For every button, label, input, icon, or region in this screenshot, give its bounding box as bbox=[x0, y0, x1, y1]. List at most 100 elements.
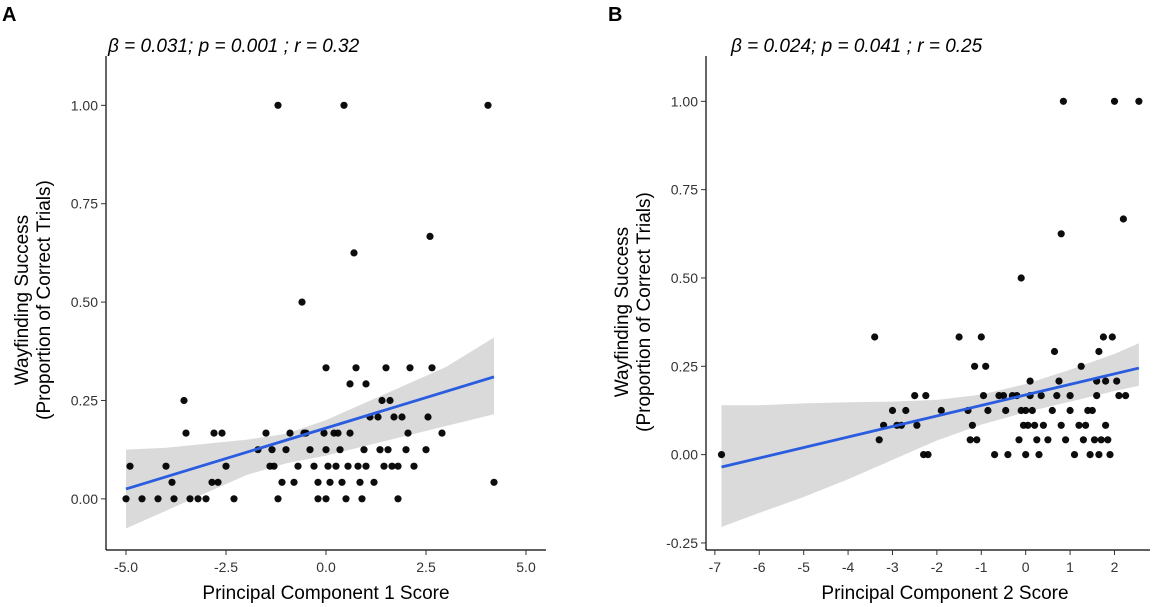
panel-b-y-tick-label: 0.75 bbox=[671, 182, 698, 198]
panel-b-data-point bbox=[1110, 97, 1119, 105]
panel-a-data-point bbox=[214, 478, 222, 486]
panel-b-data-point bbox=[1028, 406, 1036, 415]
panel-a-data-point bbox=[336, 446, 344, 454]
panel-b: B β = 0.024; p = 0.041 ; r = 0.25 Wayfin… bbox=[608, 4, 1150, 604]
panel-a-x-tick-label: -2.5 bbox=[214, 559, 238, 575]
panel-b-data-point bbox=[1090, 436, 1099, 444]
panel-b-data-point bbox=[875, 436, 883, 444]
panel-a-y-tick-label: 0.50 bbox=[71, 294, 98, 310]
panel-a-ylabel-line1: Wayfinding Success bbox=[12, 215, 33, 385]
panel-a-y-tick-label: 0.25 bbox=[71, 392, 98, 408]
panel-b-data-point bbox=[1062, 436, 1070, 444]
panel-b-data-point bbox=[1115, 392, 1123, 400]
panel-a-data-point bbox=[268, 446, 276, 454]
panel-a-data-point bbox=[314, 495, 322, 503]
panel-a-data-point bbox=[346, 429, 354, 437]
panel-a-data-point bbox=[210, 429, 218, 437]
panel-b-data-point bbox=[1119, 215, 1127, 223]
panel-a-data-point bbox=[360, 446, 368, 454]
panel-b-data-point bbox=[1066, 392, 1074, 400]
panel-b-data-point bbox=[1031, 421, 1039, 429]
panel-a-data-point bbox=[398, 413, 406, 421]
panel-b-y-tick-label: 0.00 bbox=[671, 447, 698, 463]
panel-b-data-point bbox=[1102, 377, 1110, 385]
panel-b-data-point bbox=[1048, 406, 1056, 415]
panel-b-data-point bbox=[1079, 436, 1087, 444]
panel-a: A β = 0.031; p = 0.001 ; r = 0.32 Wayfin… bbox=[2, 4, 546, 604]
panel-b-regression-line bbox=[721, 366, 1140, 469]
panel-b-data-point bbox=[1057, 230, 1065, 238]
panel-a-data-point bbox=[182, 429, 190, 437]
panel-a-data-point bbox=[320, 429, 328, 437]
panel-a-regression-line bbox=[125, 375, 495, 491]
panel-b-y-tick-label: 0.50 bbox=[671, 270, 698, 286]
panel-b-data-point bbox=[1099, 333, 1107, 341]
panel-a-stats-annotation: β = 0.031; p = 0.001 ; r = 0.32 bbox=[107, 36, 360, 57]
panel-a-data-point bbox=[342, 495, 350, 503]
panel-a-data-point bbox=[122, 495, 130, 503]
panel-a-data-point bbox=[338, 478, 346, 486]
panel-a-data-point bbox=[222, 462, 230, 470]
panel-b-data-point bbox=[1113, 377, 1121, 385]
panel-a-data-point bbox=[218, 429, 226, 437]
panel-b-y-tick-label: 0.25 bbox=[671, 358, 698, 374]
panel-b-data-point bbox=[913, 421, 921, 429]
panel-a-ylabel-group: Wayfinding Success (Proportion of Correc… bbox=[12, 180, 55, 420]
panel-a-data-point bbox=[334, 429, 342, 437]
panel-b-data-point bbox=[1093, 392, 1101, 400]
panel-a-data-point bbox=[352, 364, 360, 372]
panel-a-data-point bbox=[362, 462, 370, 470]
panel-b-data-point bbox=[924, 451, 932, 459]
panel-b-ylabel-group: Wayfinding Success (Proportion of Correc… bbox=[612, 192, 655, 432]
panel-a-data-point bbox=[310, 462, 318, 470]
panel-a-data-point bbox=[324, 462, 332, 470]
panel-a-data-point bbox=[322, 446, 330, 454]
panel-a-data-point bbox=[428, 364, 436, 372]
panel-b-confidence-band bbox=[721, 343, 1139, 527]
panel-a-data-point bbox=[394, 462, 402, 470]
panel-a-data-point bbox=[350, 249, 358, 257]
panel-a-data-point bbox=[286, 429, 294, 437]
panel-a-data-point bbox=[180, 396, 188, 405]
panel-a-data-point bbox=[484, 101, 492, 109]
panel-a-data-point bbox=[126, 462, 134, 470]
panel-b-data-point bbox=[1095, 451, 1103, 459]
panel-a-data-point bbox=[194, 495, 202, 503]
panel-a-data-point bbox=[388, 462, 396, 470]
panel-a-data-point bbox=[294, 462, 302, 470]
panel-a-data-point bbox=[332, 462, 340, 470]
panel-a-data-point bbox=[424, 413, 432, 421]
panel-a-data-point bbox=[384, 446, 392, 454]
panel-b-x-tick-label: -5 bbox=[797, 559, 810, 575]
panel-b-data-point bbox=[1059, 97, 1067, 105]
panel-b-x-tick-label: 0 bbox=[1022, 559, 1030, 575]
panel-b-x-tick-label: -1 bbox=[975, 559, 988, 575]
panel-b-data-point bbox=[1108, 333, 1116, 341]
panel-a-data-point bbox=[426, 232, 434, 240]
panel-a-data-point bbox=[356, 478, 364, 486]
panel-b-data-point bbox=[1022, 451, 1030, 459]
panel-b-data-point bbox=[1086, 451, 1094, 459]
panel-a-data-point bbox=[322, 495, 330, 503]
panel-b-data-point bbox=[1088, 406, 1096, 415]
panel-b-data-point bbox=[937, 406, 945, 415]
panel-a-data-point bbox=[404, 429, 412, 437]
panel-b-data-point bbox=[1017, 274, 1025, 282]
panel-a-x-tick-label: 5.0 bbox=[516, 559, 536, 575]
panel-b-data-point bbox=[1104, 436, 1112, 444]
panel-b-y-tick-label: 1.00 bbox=[671, 93, 698, 109]
panel-b-data-point bbox=[979, 392, 988, 400]
panel-b-data-point bbox=[1050, 347, 1059, 356]
panel-b-data-point bbox=[1024, 421, 1032, 429]
panel-b-data-point bbox=[911, 392, 919, 400]
panel-b-data-point bbox=[968, 421, 977, 429]
panel-a-data-point bbox=[378, 396, 386, 405]
panel-a-xlabel: Principal Component 1 Score bbox=[202, 583, 449, 604]
panel-a-label: A bbox=[2, 4, 16, 26]
panel-a-data-point bbox=[386, 396, 394, 405]
panel-b-data-point bbox=[1102, 421, 1110, 429]
panel-b-label: B bbox=[608, 4, 622, 26]
panel-b-data-point bbox=[902, 406, 910, 415]
panel-a-x-tick-label: 0.0 bbox=[316, 559, 336, 575]
